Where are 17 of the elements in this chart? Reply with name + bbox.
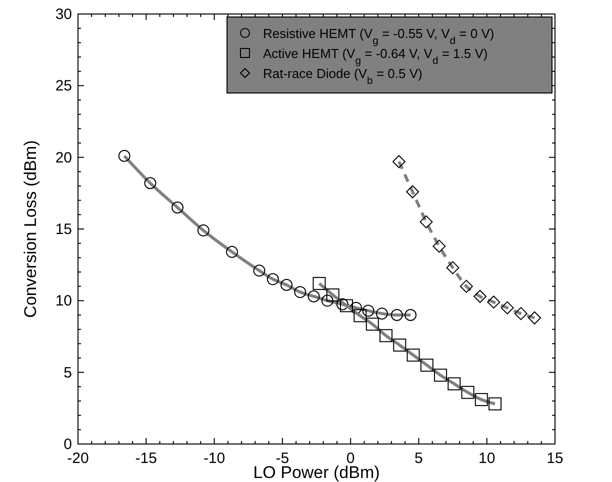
y-tick-label: 30 [55, 6, 72, 23]
x-tick-label: 10 [478, 450, 496, 467]
y-tick-label: 10 [55, 292, 72, 310]
legend-label: Active HEMT (V$_{g}$ = -0.64 V, V$_{d}$ = 1.5 V) [263, 46, 488, 66]
x-tick-label: 5 [414, 450, 423, 467]
y-tick-label: 20 [55, 149, 72, 166]
x-tick-label: -10 [203, 450, 226, 467]
x-tick-label: -15 [135, 450, 157, 467]
x-tick-label: 15 [546, 450, 564, 467]
y-tick-label: 15 [55, 221, 72, 238]
y-tick-label: 25 [55, 78, 72, 95]
x-tick-label: -20 [67, 450, 89, 467]
legend-label: Rat-race Diode (V$_{b}$ = 0.5 V) [263, 66, 422, 86]
y-axis-title: Conversion Loss (dBm) [21, 140, 40, 318]
legend-label: Resistive HEMT (V$_{g}$ = -0.55 V, V$_{d}$ = 0 V) [263, 26, 494, 46]
y-tick-label: 5 [64, 364, 72, 382]
y-tick-label: 0 [64, 436, 72, 453]
